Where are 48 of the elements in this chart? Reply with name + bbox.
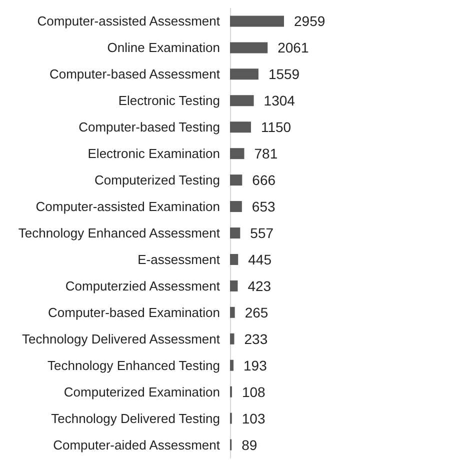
bar bbox=[230, 280, 238, 292]
data-label: 445 bbox=[248, 251, 272, 268]
bar bbox=[230, 42, 268, 54]
data-label: 1150 bbox=[260, 119, 292, 136]
y-tick-label: Electronic Examination bbox=[88, 146, 220, 162]
data-label: 265 bbox=[244, 304, 268, 320]
y-tick-label: Computerzied Assessment bbox=[65, 278, 220, 294]
bar bbox=[230, 16, 284, 27]
y-tick-label: Technology Enhanced Testing bbox=[48, 358, 220, 373]
data-label: 193 bbox=[244, 357, 268, 374]
y-tick-label: Technology Delivered Assessment bbox=[22, 331, 220, 346]
y-tick-label: Computer-based Examination bbox=[48, 304, 220, 320]
bar bbox=[230, 122, 251, 133]
bar bbox=[230, 306, 235, 318]
bar bbox=[230, 201, 242, 212]
y-tick-label: Online Examination bbox=[107, 40, 220, 56]
y-tick-label: Computer-assisted Examination bbox=[36, 199, 220, 214]
data-label: 2061 bbox=[278, 40, 309, 56]
y-tick-label: Computer-aided Assessment bbox=[53, 437, 220, 452]
bar bbox=[230, 95, 254, 106]
y-tick-label: Computer-based Testing bbox=[78, 120, 220, 135]
data-label: 89 bbox=[242, 436, 258, 453]
data-label: 108 bbox=[242, 384, 266, 400]
bar bbox=[230, 360, 234, 371]
y-tick-label: Technology Enhanced Assessment bbox=[18, 226, 220, 240]
bar bbox=[230, 228, 240, 238]
data-label: 1559 bbox=[268, 66, 300, 82]
bar bbox=[230, 333, 234, 344]
data-label: 233 bbox=[244, 330, 268, 347]
data-label: 653 bbox=[252, 198, 276, 215]
y-tick-label: Computer-assisted Assessment bbox=[37, 14, 220, 29]
data-label: 423 bbox=[248, 278, 272, 294]
y-tick-label: Electronic Testing bbox=[118, 93, 220, 108]
bar bbox=[230, 68, 258, 80]
y-tick-label: Computerized Testing bbox=[94, 172, 220, 188]
data-label: 666 bbox=[252, 172, 276, 188]
bar bbox=[230, 174, 242, 186]
y-tick-label: Computerized Examination bbox=[64, 384, 220, 400]
data-label: 781 bbox=[254, 146, 278, 162]
data-label: 557 bbox=[250, 225, 274, 241]
y-tick-label: E-assessment bbox=[138, 252, 220, 267]
bar bbox=[230, 148, 244, 160]
y-tick-label: Computer-based Assessment bbox=[49, 66, 220, 82]
bar bbox=[230, 254, 238, 265]
data-label: 1304 bbox=[264, 92, 296, 109]
data-label: 103 bbox=[242, 410, 266, 426]
y-tick-label: Technology Delivered Testing bbox=[51, 410, 220, 426]
data-label: 2959 bbox=[294, 13, 326, 30]
